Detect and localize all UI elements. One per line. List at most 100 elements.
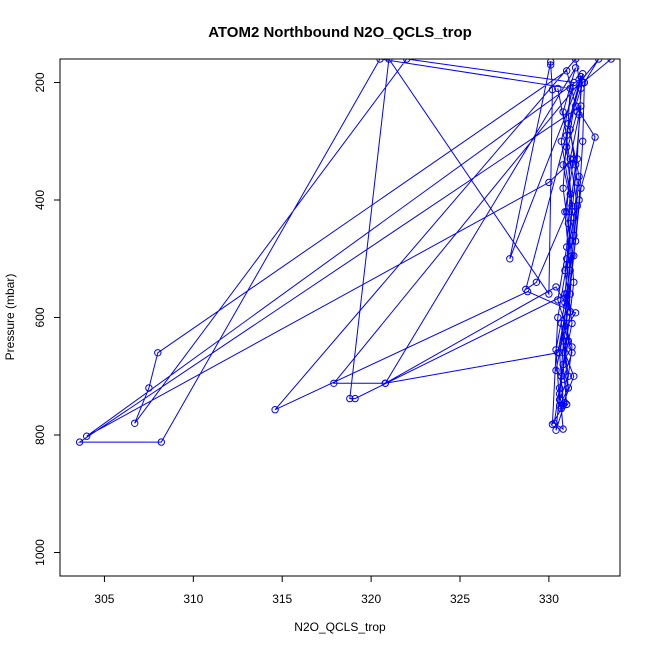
data-point bbox=[571, 102, 580, 110]
data-point bbox=[271, 406, 279, 414]
data-point bbox=[566, 161, 574, 169]
y-axis-label: Pressure (mbar) bbox=[3, 274, 17, 361]
data-point bbox=[552, 366, 560, 375]
data-point bbox=[550, 419, 558, 427]
data-point bbox=[570, 278, 578, 286]
data-point bbox=[575, 111, 583, 119]
data-point bbox=[564, 219, 573, 228]
data-point bbox=[570, 252, 578, 260]
data-point bbox=[571, 309, 580, 317]
data-point bbox=[548, 420, 557, 429]
data-point bbox=[568, 349, 576, 357]
data-point bbox=[545, 178, 553, 187]
data-point bbox=[75, 438, 84, 446]
data-point bbox=[559, 184, 567, 193]
data-point bbox=[571, 59, 580, 63]
data-point bbox=[552, 426, 560, 434]
data-point bbox=[568, 208, 576, 216]
data-point bbox=[559, 337, 567, 345]
x-tick-label: 305 bbox=[94, 592, 114, 606]
data-point bbox=[403, 59, 411, 63]
data-point bbox=[579, 70, 587, 78]
data-point bbox=[157, 438, 166, 446]
data-point bbox=[563, 400, 571, 409]
data-point bbox=[351, 394, 359, 403]
data-point bbox=[83, 432, 91, 440]
data-point bbox=[607, 59, 615, 63]
data-point bbox=[563, 243, 571, 251]
data-point bbox=[579, 78, 587, 87]
data-point bbox=[564, 384, 573, 392]
data-point bbox=[554, 349, 562, 357]
series-line bbox=[77, 59, 612, 443]
data-point bbox=[570, 372, 578, 380]
data-point bbox=[559, 108, 567, 116]
data-point bbox=[154, 349, 162, 357]
data-point bbox=[559, 375, 567, 383]
data-point bbox=[573, 155, 581, 163]
data-point bbox=[547, 61, 555, 69]
data-point bbox=[571, 64, 580, 72]
x-axis-label: N2O_QCLS_trop bbox=[294, 620, 386, 634]
data-point bbox=[557, 137, 565, 146]
x-tick-label: 315 bbox=[272, 592, 292, 606]
data-point bbox=[570, 155, 578, 163]
data-marks bbox=[75, 59, 615, 446]
data-point bbox=[563, 302, 571, 310]
data-point bbox=[564, 119, 573, 128]
data-point bbox=[376, 59, 384, 63]
data-point bbox=[559, 360, 567, 369]
data-point bbox=[566, 84, 574, 93]
data-point bbox=[563, 290, 571, 298]
y-tick-label: 200 bbox=[33, 72, 47, 92]
data-point bbox=[552, 283, 560, 291]
data-point bbox=[563, 131, 571, 140]
data-point bbox=[557, 404, 565, 413]
y-tick-label: 800 bbox=[33, 425, 47, 445]
data-point bbox=[385, 59, 393, 63]
data-point bbox=[506, 255, 514, 263]
data-point bbox=[131, 419, 139, 427]
data-point bbox=[561, 349, 569, 357]
data-point bbox=[566, 266, 574, 275]
x-tick-label: 325 bbox=[450, 592, 470, 606]
data-point bbox=[545, 290, 553, 298]
data-point bbox=[571, 237, 580, 245]
y-tick-label: 600 bbox=[33, 307, 47, 327]
data-point bbox=[563, 337, 571, 345]
data-point bbox=[561, 325, 569, 333]
data-point bbox=[579, 137, 587, 146]
data-point bbox=[568, 319, 576, 328]
data-point bbox=[145, 384, 153, 392]
data-point bbox=[557, 319, 565, 328]
data-point bbox=[555, 396, 564, 404]
data-point bbox=[566, 307, 574, 316]
data-point bbox=[563, 208, 571, 216]
data-point bbox=[563, 67, 571, 75]
data-point bbox=[554, 313, 562, 322]
data-point bbox=[547, 59, 555, 66]
data-point bbox=[566, 190, 574, 198]
data-point bbox=[330, 379, 338, 387]
y-tick-label: 1000 bbox=[33, 539, 47, 566]
data-point bbox=[522, 285, 530, 293]
chart-title: ATOM2 Northbound N2O_QCLS_trop bbox=[208, 24, 472, 41]
data-point bbox=[554, 296, 562, 304]
data-point bbox=[563, 313, 571, 322]
x-tick-label: 310 bbox=[183, 592, 203, 606]
data-point bbox=[566, 290, 574, 298]
data-point bbox=[563, 260, 571, 269]
data-point bbox=[577, 102, 585, 110]
data-point bbox=[577, 184, 585, 193]
data-point bbox=[381, 379, 389, 387]
data-point bbox=[591, 133, 599, 141]
data-point bbox=[575, 196, 583, 204]
data-point bbox=[563, 143, 571, 151]
data-point bbox=[559, 161, 567, 169]
x-tick-label: 330 bbox=[539, 592, 559, 606]
data-point bbox=[532, 278, 541, 286]
y-tick-label: 400 bbox=[33, 190, 47, 210]
data-point bbox=[548, 85, 557, 94]
data-point bbox=[346, 394, 354, 403]
